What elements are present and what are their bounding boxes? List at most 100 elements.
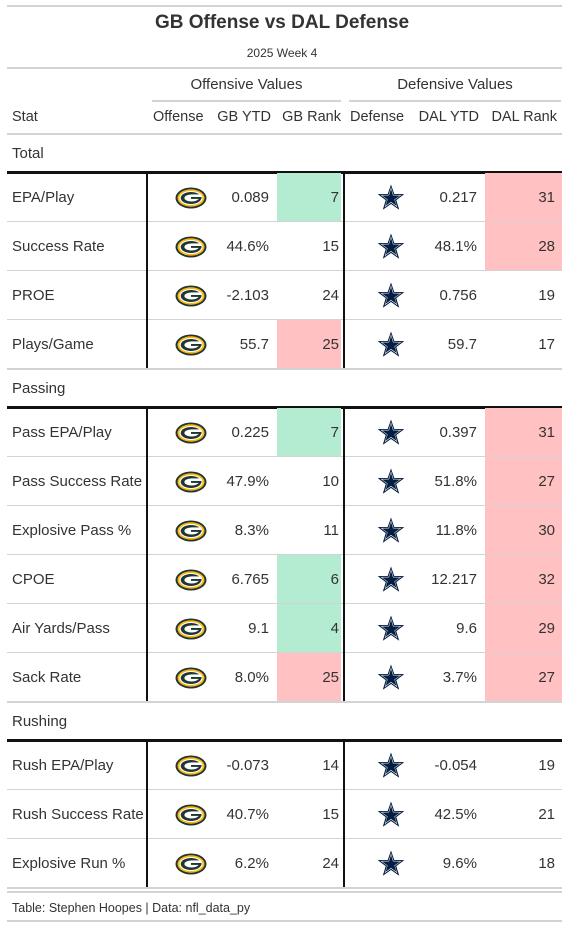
dal-rank-value: 32 — [538, 571, 555, 588]
dal-ytd-value: 9.6 — [456, 620, 477, 637]
stat-name: Sack Rate — [12, 669, 82, 686]
gb-rank-value: 15 — [322, 238, 339, 255]
column-header-divider — [7, 133, 562, 135]
dal-rank-value: 27 — [538, 473, 555, 490]
table-row: Pass EPA/Play 0.225 7 0.397 31 — [7, 408, 562, 457]
packers-g-logo-icon — [175, 741, 207, 790]
table-row: Explosive Pass % 8.3% 11 11.8% 30 — [7, 506, 562, 555]
gb-rank-value: 7 — [330, 424, 339, 441]
col-header-stat: Stat — [12, 109, 38, 125]
offense-column-border — [146, 408, 148, 702]
row-divider — [7, 505, 562, 506]
dal-rank-value: 18 — [538, 855, 555, 872]
dal-ytd-value: 3.7% — [442, 669, 477, 686]
offense-column-border — [146, 741, 148, 888]
spanner-line-offense — [152, 100, 341, 102]
gb-rank-value: 4 — [330, 620, 339, 637]
gb-rank-highlight — [277, 320, 341, 369]
col-header-defense: Defense — [350, 109, 405, 125]
dal-rank-value: 29 — [538, 620, 555, 637]
cowboys-star-logo-icon — [377, 604, 405, 653]
group-bottom-border — [7, 887, 562, 889]
packers-g-logo-icon — [175, 457, 207, 506]
cowboys-star-logo-icon — [377, 408, 405, 457]
gb-rank-highlight — [277, 555, 341, 604]
col-header-dal-rank: DAL Rank — [491, 109, 557, 125]
gb-ytd-value: 55.7 — [239, 336, 269, 353]
table-title: GB Offense vs DAL Defense — [154, 12, 410, 33]
cowboys-star-logo-icon — [377, 222, 405, 271]
table-row: Rush Success Rate 40.7% 15 42.5% 21 — [7, 790, 562, 839]
packers-g-logo-icon — [175, 839, 207, 888]
dal-rank-value: 31 — [538, 189, 555, 206]
table-row: Plays/Game 55.7 25 59.7 17 — [7, 320, 562, 369]
gb-ytd-value: -2.103 — [226, 287, 269, 304]
gb-rank-value: 10 — [322, 473, 339, 490]
row-divider — [7, 554, 562, 555]
packers-g-logo-icon — [175, 506, 207, 555]
defense-column-border — [343, 173, 345, 369]
dal-rank-value: 19 — [538, 287, 555, 304]
gb-rank-highlight — [277, 173, 341, 222]
stat-name: Explosive Run % — [12, 855, 126, 872]
cowboys-star-logo-icon — [377, 320, 405, 369]
dal-ytd-value: 0.217 — [439, 189, 477, 206]
packers-g-logo-icon — [175, 790, 207, 839]
gb-rank-value: 24 — [322, 287, 339, 304]
dal-rank-value: 30 — [538, 522, 555, 539]
row-divider — [7, 319, 562, 320]
row-divider — [7, 221, 562, 222]
gb-ytd-value: 8.3% — [234, 522, 269, 539]
group-label-passing: Passing — [12, 380, 66, 397]
gb-ytd-value: 40.7% — [226, 806, 269, 823]
gb-ytd-value: 8.0% — [234, 669, 269, 686]
dal-rank-value: 19 — [538, 757, 555, 774]
dal-rank-highlight — [485, 555, 562, 604]
stat-name: Plays/Game — [12, 336, 94, 353]
packers-g-logo-icon — [175, 653, 207, 702]
table-row: Pass Success Rate 47.9% 10 51.8% 27 — [7, 457, 562, 506]
dal-rank-highlight — [485, 604, 562, 653]
dal-rank-highlight — [485, 506, 562, 555]
stat-name: Success Rate — [12, 238, 105, 255]
dal-rank-highlight — [485, 653, 562, 702]
cowboys-star-logo-icon — [377, 173, 405, 222]
dal-ytd-value: 9.6% — [442, 855, 477, 872]
gb-rank-highlight — [277, 408, 341, 457]
packers-g-logo-icon — [175, 604, 207, 653]
stat-name: Rush EPA/Play — [12, 757, 114, 774]
table-row: Success Rate 44.6% 15 48.1% 28 — [7, 222, 562, 271]
dal-ytd-value: 12.217 — [431, 571, 477, 588]
dal-rank-highlight — [485, 457, 562, 506]
table-row: PROE -2.103 24 0.756 19 — [7, 271, 562, 320]
footer-divider — [7, 891, 562, 893]
gb-rank-value: 24 — [322, 855, 339, 872]
stat-name: Pass EPA/Play — [12, 424, 112, 441]
dal-rank-highlight — [485, 222, 562, 271]
col-header-offense: Offense — [153, 109, 204, 125]
dal-ytd-value: 0.756 — [439, 287, 477, 304]
gb-rank-value: 11 — [323, 522, 339, 539]
gb-rank-highlight — [277, 604, 341, 653]
group-bottom-border — [7, 368, 562, 370]
dal-rank-highlight — [485, 408, 562, 457]
gb-ytd-value: 9.1 — [248, 620, 269, 637]
col-header-dal-ytd: DAL YTD — [418, 109, 479, 125]
gb-ytd-value: 6.765 — [231, 571, 269, 588]
table-source-note: Table: Stephen Hoopes | Data: nfl_data_p… — [12, 901, 251, 915]
row-divider — [7, 838, 562, 839]
packers-g-logo-icon — [175, 271, 207, 320]
dal-ytd-value: 0.397 — [439, 424, 477, 441]
group-bottom-border — [7, 701, 562, 703]
stat-name: Explosive Pass % — [12, 522, 132, 539]
cowboys-star-logo-icon — [377, 457, 405, 506]
cowboys-star-logo-icon — [377, 506, 405, 555]
packers-g-logo-icon — [175, 222, 207, 271]
stat-name: PROE — [12, 287, 55, 304]
gb-rank-value: 14 — [322, 757, 339, 774]
table-row: Air Yards/Pass 9.1 4 9.6 29 — [7, 604, 562, 653]
gb-ytd-value: 6.2% — [234, 855, 269, 872]
table-bottom-border — [7, 920, 562, 922]
offense-column-border — [146, 173, 148, 369]
